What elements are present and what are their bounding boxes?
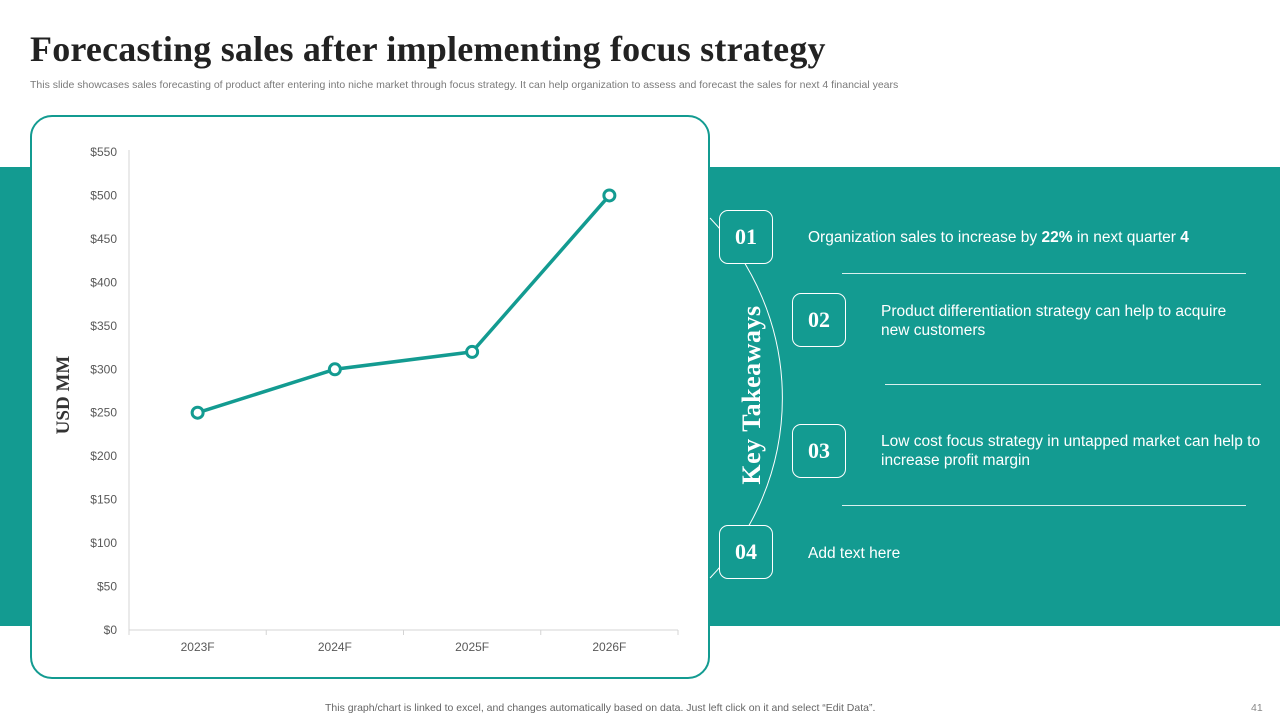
x-tick-label: 2024F — [318, 640, 352, 654]
y-tick-label: $0 — [104, 623, 118, 637]
x-tick-label: 2026F — [592, 640, 626, 654]
y-tick-label: $250 — [90, 406, 117, 420]
takeaway-divider-3 — [842, 505, 1246, 506]
y-tick-label: $300 — [90, 362, 117, 376]
data-point — [190, 405, 205, 420]
takeaway-01-text-before: Organization sales to increase by — [808, 229, 1042, 246]
y-tick-label: $150 — [90, 493, 117, 507]
takeaway-text-02: Product differentiation strategy can hel… — [881, 303, 1227, 339]
y-tick-label: $50 — [97, 580, 117, 594]
y-tick-label: $400 — [90, 275, 117, 289]
chart-card[interactable]: USD MM $0 $50 $100 $150 $200 $250 $300 $350 $400… — [30, 115, 710, 679]
key-takeaways-heading: Key Takeaways — [737, 305, 766, 485]
x-tick-label: 2023F — [181, 640, 215, 654]
takeaway-text-01: Organization sales to increase by 22% in… — [808, 228, 1189, 247]
y-tick-label: $500 — [90, 188, 117, 202]
line-chart[interactable]: USD MM $0 $50 $100 $150 $200 $250 $300 $350 $400… — [32, 117, 712, 681]
data-point — [465, 344, 480, 359]
takeaway-01-text-mid: in next quarter — [1072, 229, 1181, 246]
x-tick-label: 2025F — [455, 640, 489, 654]
y-tick-label: $550 — [90, 145, 117, 159]
y-axis-title: USD MM — [53, 356, 74, 435]
slide-title: Forecasting sales after implementing foc… — [30, 29, 826, 69]
page-number: 41 — [1251, 702, 1263, 714]
data-point — [327, 362, 342, 377]
footer-note: This graph/chart is linked to excel, and… — [325, 702, 876, 714]
y-tick-label: $100 — [90, 536, 117, 550]
takeaway-01-bold-percent: 22% — [1041, 229, 1073, 246]
takeaway-01-bold-quarter: 4 — [1180, 229, 1189, 246]
takeaway-number-03: 03 — [792, 424, 846, 478]
takeaway-number-02: 02 — [792, 293, 846, 347]
takeaway-text-03: Low cost focus strategy in untapped mark… — [881, 433, 1261, 469]
y-tick-label: $450 — [90, 232, 117, 246]
takeaway-divider-2 — [885, 384, 1261, 385]
y-tick-label: $350 — [90, 319, 117, 333]
series-line — [197, 194, 611, 415]
slide-subtitle: This slide showcases sales forecasting o… — [30, 79, 899, 91]
data-point — [602, 188, 617, 203]
takeaway-divider-1 — [842, 273, 1246, 274]
y-tick-label: $200 — [90, 449, 117, 463]
takeaway-number-04: 04 — [719, 525, 773, 579]
takeaway-number-01: 01 — [719, 210, 773, 264]
takeaway-text-04: Add text here — [808, 545, 901, 562]
